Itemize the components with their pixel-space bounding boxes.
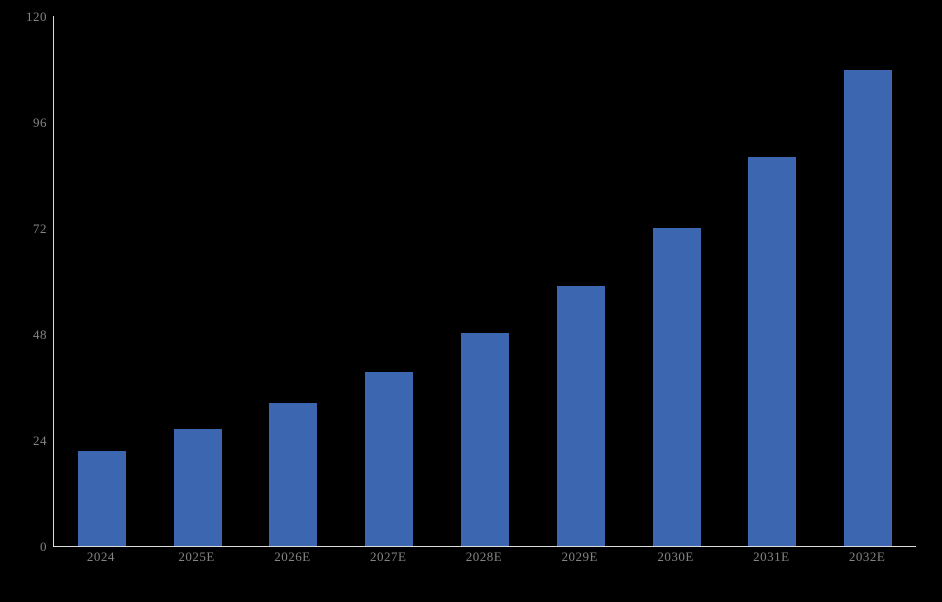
bar-2027E [365, 371, 414, 546]
y-tick-label-120: 120 [26, 8, 47, 24]
x-tick-label-2031E: 2031E [753, 549, 790, 564]
bar-2026E [269, 402, 318, 546]
x-tick-label-2024: 2024 [86, 549, 115, 564]
x-tick-label-2025E: 2025E [178, 549, 215, 564]
bar-2024 [77, 451, 126, 546]
x-tick-label-2027E: 2027E [369, 549, 407, 564]
x-tick-label-2032E: 2032E [848, 549, 886, 564]
y-tick-label-48: 48 [33, 326, 47, 342]
bar-2028E [461, 333, 509, 546]
y-tick-label-72: 72 [33, 220, 47, 236]
plot-area [53, 16, 916, 547]
x-tick-label-2030E: 2030E [657, 549, 694, 564]
y-tick-label-0: 0 [40, 538, 47, 554]
y-tick-label-96: 96 [33, 114, 47, 130]
y-tick-label-24: 24 [33, 432, 47, 448]
x-tick-label-2026E: 2026E [274, 549, 311, 564]
bar-2031E [748, 156, 797, 546]
x-tick-label-2029E: 2029E [561, 549, 598, 564]
x-tick-label-2028E: 2028E [465, 549, 503, 564]
bar-2030E [652, 228, 701, 546]
bar-2029E [556, 285, 605, 546]
bar-2032E [844, 69, 893, 546]
bar-2025E [173, 429, 222, 546]
